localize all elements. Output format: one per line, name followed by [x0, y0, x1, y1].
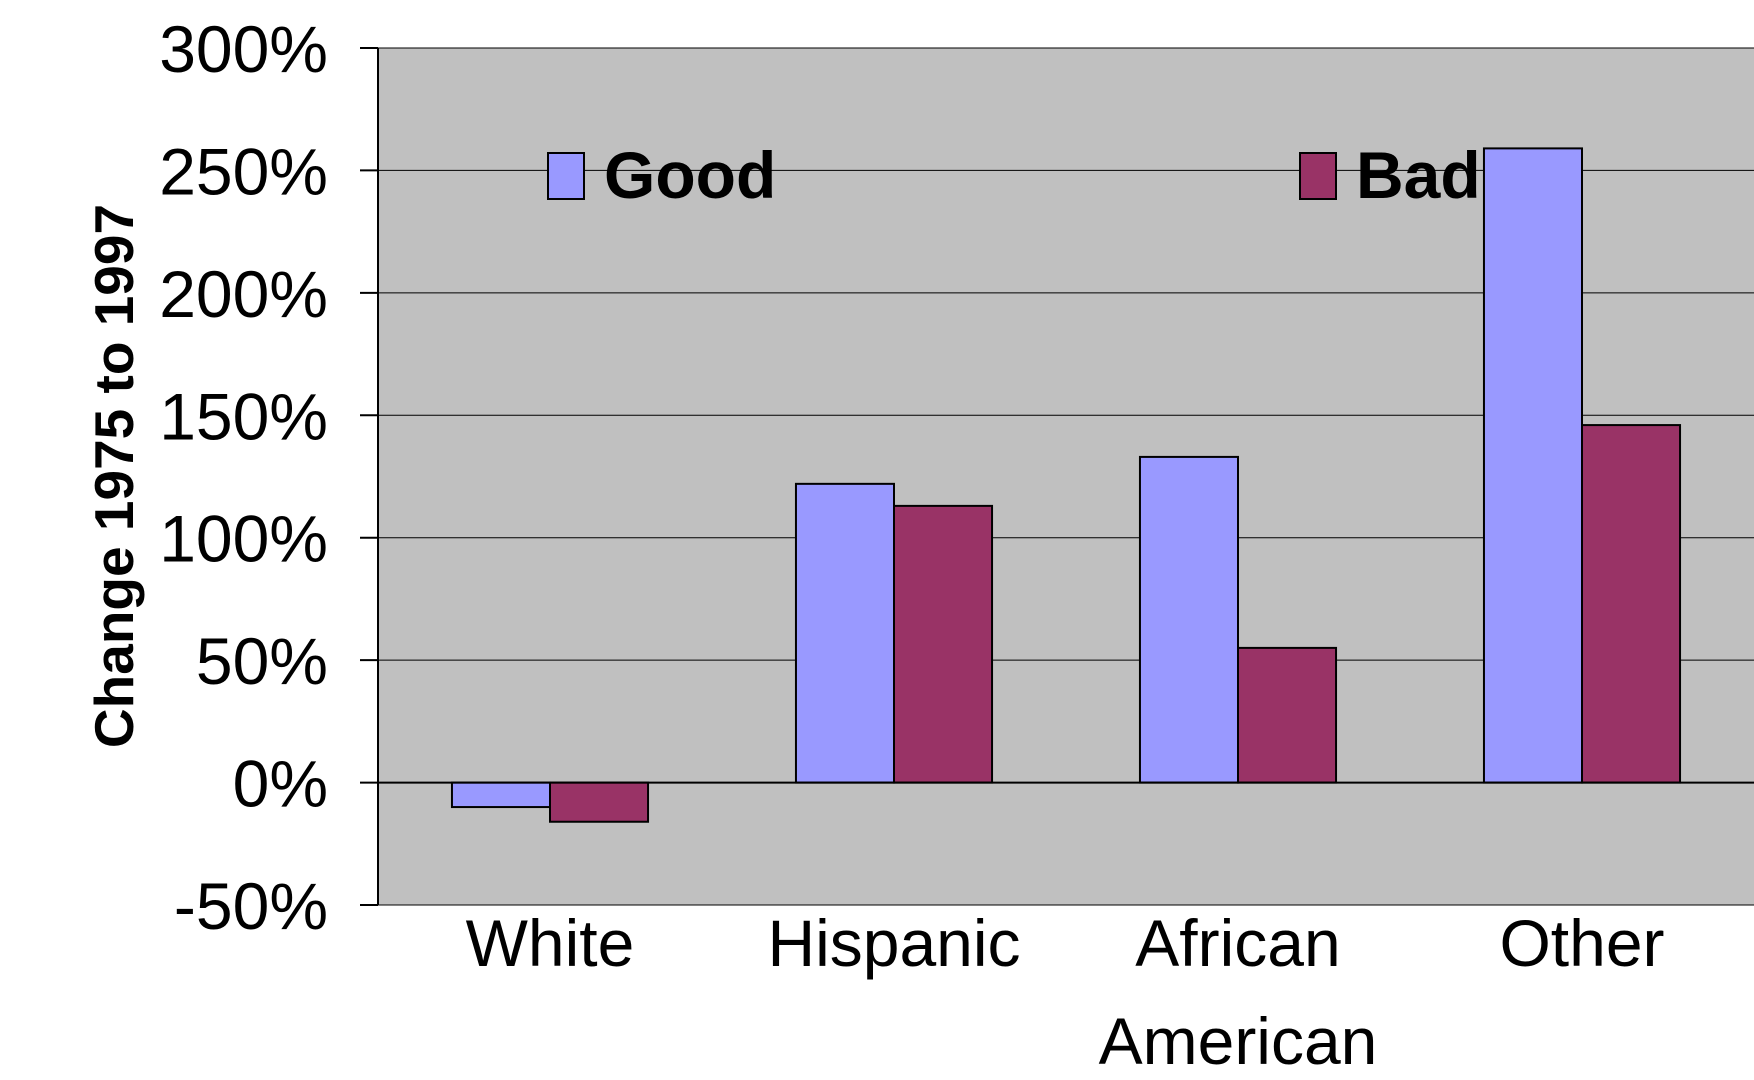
y-tick-label: 200%: [159, 257, 328, 331]
bar-good: [450, 781, 551, 809]
legend-label-good: Good: [604, 138, 776, 212]
bar-good: [1482, 147, 1583, 784]
bars: [450, 147, 1682, 823]
bar-bad: [1581, 424, 1682, 784]
y-tick-label: 0%: [233, 747, 328, 821]
x-axis-category-labels: White Hispanic African American Other: [466, 906, 1665, 1078]
x-category-label: Hispanic: [767, 906, 1020, 980]
x-category-label: Other: [1499, 906, 1664, 980]
y-axis-ticks: -50% 0% 50% 100% 150% 200% 250% 300%: [159, 12, 378, 943]
y-tick-label: 100%: [159, 502, 328, 576]
bar-bad: [893, 504, 994, 784]
x-category-label: African: [1135, 906, 1340, 980]
bar-bad: [1237, 646, 1338, 784]
x-category-label: White: [466, 906, 635, 980]
bar-good: [1138, 455, 1239, 784]
y-tick-label: 150%: [159, 379, 328, 453]
y-tick-label: 300%: [159, 12, 328, 86]
legend-swatch-good: [547, 152, 585, 200]
bar-good: [794, 482, 896, 784]
x-category-label: American: [1099, 1004, 1378, 1078]
y-tick-label: -50%: [174, 869, 328, 943]
y-axis-title: Change 1975 to 1997: [83, 204, 145, 748]
bar-bad: [549, 781, 650, 823]
legend: Good Bad: [547, 138, 1481, 212]
y-tick-label: 250%: [159, 134, 328, 208]
legend-label-bad: Bad: [1356, 138, 1481, 212]
legend-swatch-bad: [1299, 152, 1337, 200]
y-tick-label: 50%: [196, 624, 328, 698]
